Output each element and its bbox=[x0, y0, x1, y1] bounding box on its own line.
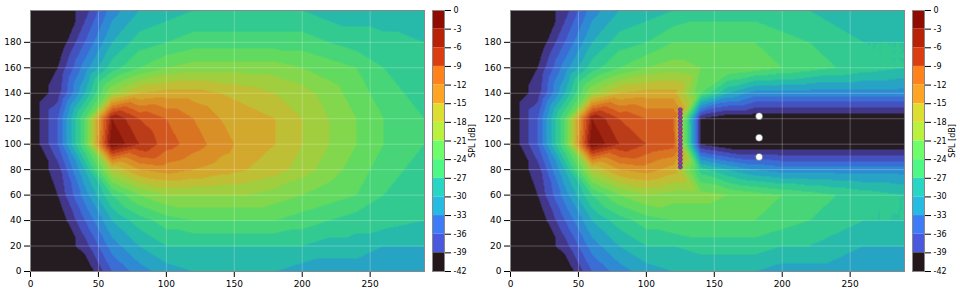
svg-text:100: 100 bbox=[4, 139, 21, 149]
svg-text:250: 250 bbox=[842, 279, 859, 289]
svg-text:SPL [dB]: SPL [dB] bbox=[468, 124, 477, 158]
svg-text:0: 0 bbox=[454, 6, 459, 15]
svg-text:-6: -6 bbox=[934, 43, 942, 52]
svg-text:SPL [dB]: SPL [dB] bbox=[948, 124, 957, 158]
svg-text:50: 50 bbox=[93, 279, 105, 289]
svg-text:140: 140 bbox=[484, 88, 501, 98]
svg-text:-21: -21 bbox=[934, 137, 947, 146]
svg-text:-3: -3 bbox=[934, 25, 942, 34]
svg-text:-12: -12 bbox=[454, 81, 467, 90]
svg-text:200: 200 bbox=[294, 279, 311, 289]
svg-text:-24: -24 bbox=[454, 155, 467, 164]
svg-text:160: 160 bbox=[484, 63, 501, 73]
svg-text:0: 0 bbox=[496, 266, 502, 276]
svg-text:60: 60 bbox=[10, 190, 22, 200]
svg-text:180: 180 bbox=[4, 37, 21, 47]
svg-text:0: 0 bbox=[16, 266, 22, 276]
svg-text:-21: -21 bbox=[454, 137, 467, 146]
svg-text:160: 160 bbox=[4, 63, 21, 73]
svg-text:140: 140 bbox=[4, 88, 21, 98]
svg-text:-27: -27 bbox=[934, 174, 947, 183]
svg-text:-30: -30 bbox=[934, 192, 947, 201]
svg-text:250: 250 bbox=[362, 279, 379, 289]
svg-text:100: 100 bbox=[158, 279, 175, 289]
svg-text:50: 50 bbox=[573, 279, 585, 289]
svg-text:80: 80 bbox=[10, 165, 22, 175]
svg-text:0: 0 bbox=[934, 6, 939, 15]
svg-text:-30: -30 bbox=[454, 192, 467, 201]
svg-text:100: 100 bbox=[484, 139, 501, 149]
svg-text:150: 150 bbox=[706, 279, 723, 289]
svg-text:-15: -15 bbox=[934, 99, 947, 108]
svg-text:180: 180 bbox=[484, 37, 501, 47]
svg-text:-9: -9 bbox=[454, 62, 462, 71]
svg-text:40: 40 bbox=[10, 215, 22, 225]
svg-text:-6: -6 bbox=[454, 43, 462, 52]
svg-text:-27: -27 bbox=[454, 174, 467, 183]
svg-text:200: 200 bbox=[774, 279, 791, 289]
svg-text:120: 120 bbox=[4, 114, 21, 124]
svg-text:0: 0 bbox=[508, 279, 514, 289]
svg-text:-33: -33 bbox=[454, 211, 467, 220]
svg-text:-18: -18 bbox=[454, 118, 467, 127]
svg-text:-39: -39 bbox=[934, 248, 947, 257]
svg-text:-42: -42 bbox=[454, 267, 467, 276]
svg-text:150: 150 bbox=[226, 279, 243, 289]
svg-text:100: 100 bbox=[638, 279, 655, 289]
svg-text:120: 120 bbox=[484, 114, 501, 124]
svg-text:-15: -15 bbox=[454, 99, 467, 108]
svg-text:80: 80 bbox=[490, 165, 502, 175]
svg-text:-18: -18 bbox=[934, 118, 947, 127]
svg-text:40: 40 bbox=[490, 215, 502, 225]
svg-text:20: 20 bbox=[490, 241, 502, 251]
svg-text:0: 0 bbox=[28, 279, 34, 289]
svg-text:-24: -24 bbox=[934, 155, 947, 164]
svg-text:-36: -36 bbox=[454, 230, 467, 239]
svg-text:-42: -42 bbox=[934, 267, 947, 276]
svg-text:-39: -39 bbox=[454, 248, 467, 257]
svg-text:-9: -9 bbox=[934, 62, 942, 71]
svg-text:-12: -12 bbox=[934, 81, 947, 90]
svg-text:-33: -33 bbox=[934, 211, 947, 220]
svg-text:20: 20 bbox=[10, 241, 22, 251]
svg-text:60: 60 bbox=[490, 190, 502, 200]
svg-text:-36: -36 bbox=[934, 230, 947, 239]
svg-text:-3: -3 bbox=[454, 25, 462, 34]
